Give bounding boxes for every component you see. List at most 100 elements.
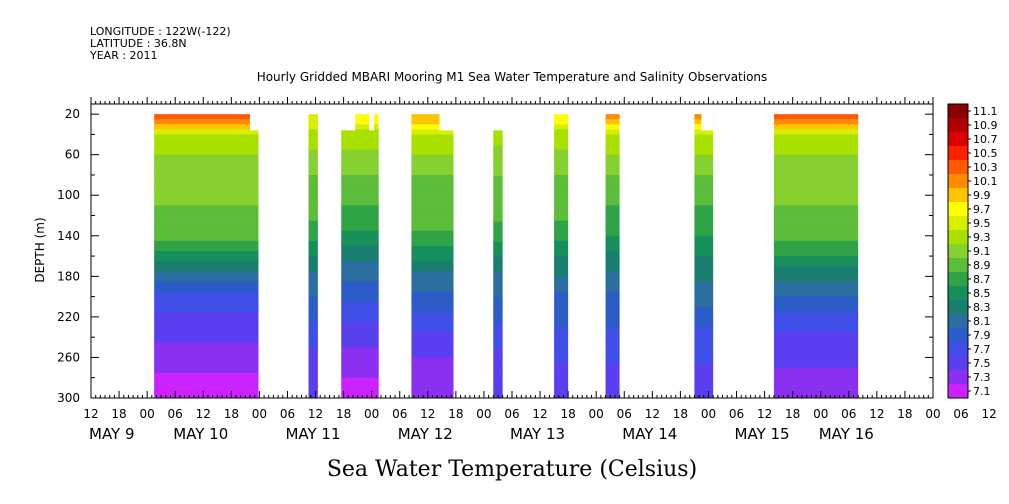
heatmap-cell [493,160,503,167]
heatmap-cell [308,286,318,293]
heatmap-cell [154,266,259,272]
heatmap-cell [773,266,859,272]
heatmap-cell [154,367,259,374]
heatmap-cell [493,277,503,283]
heatmap-cell [694,372,714,379]
heatmap-cell [493,348,503,354]
heatmap-cell [605,372,620,379]
colorbar-swatch [948,118,968,133]
heatmap-cell [694,367,714,374]
colorbar-label: 7.7 [973,343,991,356]
colorbar-swatch [948,244,968,259]
heatmap-cell [411,251,454,257]
heatmap-cell [411,180,454,186]
heatmap-cell [554,301,569,308]
x-tick-label: 12 [420,407,435,421]
heatmap-cell [493,170,503,177]
heatmap-cell [773,154,859,161]
heatmap-cell [554,271,569,277]
heatmap-cell [605,332,620,338]
heatmap-cell [308,281,318,287]
heatmap-cell [341,185,379,191]
heatmap-cell [308,321,318,328]
heatmap-cell [308,387,318,394]
x-tick-label: 18 [785,407,800,421]
heatmap-cell [341,266,379,272]
heatmap-cell [341,261,379,267]
heatmap-cell [493,302,503,309]
heatmap-cell [694,357,714,364]
heatmap-cell [773,256,859,262]
heatmap-cell [411,271,454,277]
heatmap-cell [411,215,454,222]
heatmap-cell [694,205,714,211]
heatmap-cell [411,286,454,293]
heatmap-cell [554,306,569,313]
x-tick-label: 00 [139,407,154,421]
heatmap-cell [411,362,454,369]
heatmap-cell [493,186,503,192]
heatmap-cell [411,266,454,272]
heatmap-cell [341,149,379,156]
heatmap-cell [694,200,714,206]
heatmap-cell [493,287,503,294]
heatmap-cell [154,372,259,379]
heatmap-cell [411,332,454,338]
heatmap-cell [605,169,620,176]
heatmap-cell [694,235,714,242]
heatmap-cell [694,195,714,201]
heatmap-cell [411,220,454,227]
heatmap-cell [411,139,454,146]
heatmap-cell [411,321,454,328]
heatmap-cell [694,245,714,252]
heatmap-cell [341,174,379,181]
heatmap-cell [554,129,569,135]
x-day-label: MAY 11 [285,425,340,443]
heatmap-cell [493,165,503,172]
heatmap-cell [411,169,454,176]
heatmap-cell [773,281,859,287]
heatmap-cell [341,281,379,287]
heatmap-cell [308,266,318,272]
heatmap-cell [341,164,379,171]
heatmap-cell [773,327,859,333]
heatmap-cell [341,291,379,298]
heatmap-cell [694,382,714,389]
heatmap-cell [605,256,620,262]
heatmap-cell [605,286,620,293]
heatmap-cell [694,169,714,176]
heatmap-cell [554,174,569,181]
heatmap-cell [694,347,714,353]
heatmap-cell [341,180,379,186]
heatmap-cell [341,195,379,201]
heatmap-cell [493,135,503,141]
heatmap-cell [493,388,503,395]
heatmap-cell [154,225,259,232]
heatmap-cell [605,185,620,191]
heatmap-cell [154,215,259,222]
heatmap-cell [605,190,620,196]
heatmap-cell [411,124,454,130]
heatmap-cell [554,337,569,343]
heatmap-cell [493,373,503,380]
heatmap-cell [493,267,503,273]
heatmap-cell [773,185,859,191]
heatmap-cell [605,377,620,384]
heatmap-cell [308,210,318,217]
colorbar-label: 7.5 [973,357,991,370]
heatmap-cell [154,306,259,313]
heatmap-cell [554,220,569,227]
heatmap-cell [773,119,859,125]
heatmap-cell [411,149,454,156]
colorbar-label: 7.3 [973,371,991,384]
colorbar-swatch [948,188,968,203]
colorbar-swatch [948,230,968,245]
heatmap-cell [154,332,259,338]
heatmap-cell [341,342,379,348]
heatmap-cell [694,164,714,171]
heatmap-cell [308,291,318,298]
heatmap-cell [341,296,379,303]
heatmap-cell [341,332,379,338]
heatmap-cell [605,245,620,252]
data-segment [694,114,714,399]
